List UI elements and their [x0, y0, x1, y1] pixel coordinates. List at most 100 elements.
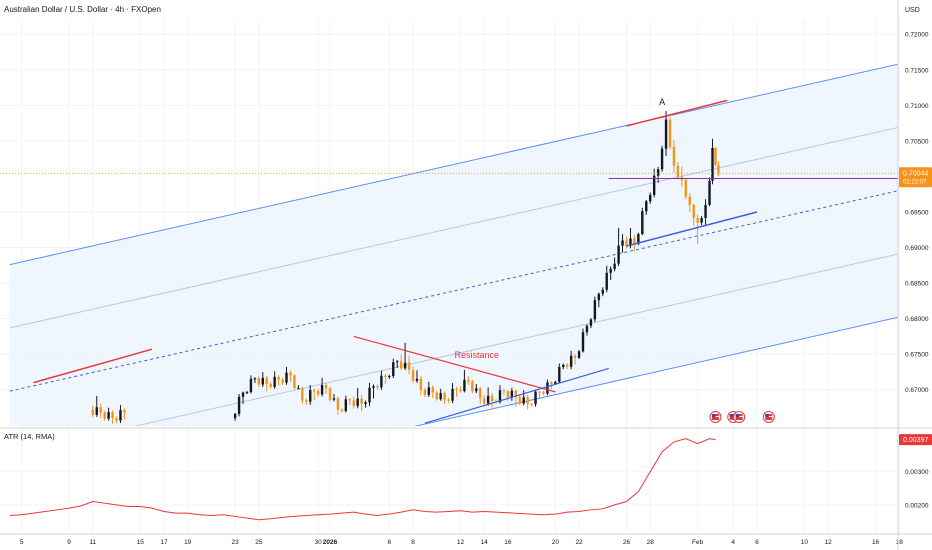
y-tick-label: 0.69000: [905, 245, 929, 252]
atr-tick-label: 0.00300: [905, 469, 929, 476]
channel-upper-line[interactable]: [9, 61, 911, 266]
candle-body: [439, 393, 442, 400]
candle-body: [388, 375, 391, 377]
current-price-value: 0.70044: [903, 170, 928, 177]
candle-body: [652, 175, 656, 195]
atr-title: ATR (14, RMA): [4, 432, 55, 441]
channel-inner-lower-line[interactable]: [10, 251, 911, 454]
candle-body: [637, 234, 640, 244]
y-tick-label: 0.68000: [905, 316, 929, 323]
current-price-badge: 0.70044 02:22:07: [899, 167, 932, 188]
candle-body: [518, 396, 521, 404]
candle-body: [380, 375, 383, 388]
candle-body: [463, 379, 466, 392]
candle-body: [684, 179, 687, 197]
channel-median-line[interactable]: [9, 188, 911, 392]
candle-body: [459, 389, 462, 392]
resistance-label: Resistance: [455, 350, 500, 360]
candle-body: [384, 375, 387, 377]
upper-channel-highlight[interactable]: [626, 99, 728, 127]
y-tick-label: 0.71500: [905, 67, 929, 74]
candle-body: [316, 391, 320, 395]
us-flag-icon[interactable]: [709, 411, 722, 423]
candle-body: [340, 409, 344, 411]
candle-body: [589, 319, 593, 326]
channel-inner-upper-line[interactable]: [9, 125, 911, 329]
candle-body: [609, 268, 612, 273]
resistance-trendline[interactable]: [353, 335, 556, 393]
x-tick-label: 4: [731, 539, 735, 546]
channel-lower-line[interactable]: [10, 314, 911, 517]
candle-body: [451, 388, 454, 401]
candle-body: [550, 382, 553, 385]
candle-body: [562, 364, 565, 367]
x-tick-label: 30: [315, 539, 323, 546]
candle-body: [301, 387, 304, 401]
drawings-layer[interactable]: [0, 99, 905, 424]
atr-line: [9, 438, 716, 521]
x-tick-label: 16: [872, 539, 880, 546]
candle-body: [257, 378, 261, 385]
atr-value: 0.00397: [903, 437, 928, 444]
us-flag-icon[interactable]: [762, 411, 775, 423]
candle-body: [447, 399, 450, 401]
x-tick-label: 11: [89, 539, 96, 546]
candle-body: [672, 146, 676, 166]
candle-body: [538, 391, 541, 393]
x-tick-label: 22: [575, 539, 583, 546]
candle-body: [597, 293, 601, 301]
candle-body: [711, 147, 714, 181]
channel-fill: [9, 64, 898, 426]
candle-body: [103, 412, 106, 419]
candle-body: [490, 395, 494, 402]
support-trendline[interactable]: [424, 367, 609, 424]
candle-body: [641, 211, 644, 235]
candle-body: [676, 165, 680, 178]
candle-body: [364, 402, 367, 404]
candle-body: [645, 201, 648, 212]
us-flag-icon[interactable]: [733, 411, 746, 423]
median-highlight-left[interactable]: [33, 348, 153, 384]
candle-body: [372, 386, 375, 388]
candle-body: [479, 388, 482, 399]
peak-label: A: [659, 97, 665, 107]
x-tick-label: 5: [20, 539, 24, 546]
x-tick-label: 28: [647, 539, 655, 546]
candle-body: [297, 387, 300, 389]
candle-body: [700, 218, 703, 223]
flag-canton: [735, 414, 740, 417]
candle-body: [261, 377, 264, 385]
candle-body: [423, 389, 427, 395]
candle-body: [419, 378, 423, 390]
candle-body: [348, 399, 351, 401]
y-tick-label: 0.68500: [905, 281, 929, 288]
candle-body: [486, 395, 490, 404]
candle-body: [99, 407, 102, 413]
candle-body: [356, 398, 359, 406]
candle-body: [514, 390, 518, 397]
candle-body: [649, 194, 652, 202]
flag-canton: [711, 414, 716, 417]
candle-body: [324, 384, 328, 389]
candle-body: [293, 375, 296, 389]
x-tick-label: 9: [67, 539, 71, 546]
candle-body: [467, 379, 470, 382]
candle-body: [475, 388, 478, 392]
candle-body: [526, 397, 529, 404]
candle-body: [312, 389, 316, 392]
candle-body: [522, 397, 525, 404]
median-support-segment[interactable]: [626, 211, 758, 247]
candle-body: [708, 180, 711, 205]
candle-body: [332, 398, 336, 400]
regression-channel[interactable]: [9, 61, 911, 517]
chart-title: Australian Dollar / U.S. Dollar · 4h · F…: [4, 5, 161, 14]
candle-body: [542, 391, 545, 394]
candle-body: [613, 263, 616, 269]
candle-body: [91, 409, 94, 415]
x-tick-label: 6: [387, 539, 391, 546]
candle-body: [281, 379, 284, 383]
bar-countdown: 02:22:07: [903, 179, 927, 185]
candle-body: [107, 412, 110, 419]
candle-body: [123, 410, 126, 413]
